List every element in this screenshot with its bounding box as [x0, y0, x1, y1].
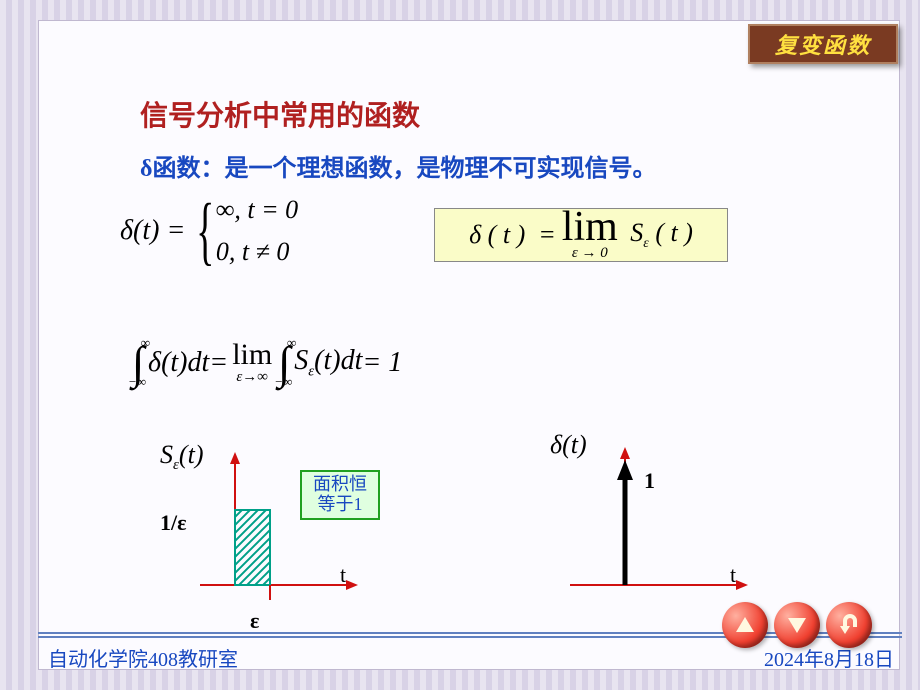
equation-limit-box: δ ( t ) = lim ε → 0 Sε ( t ) [434, 208, 728, 262]
chart2-xlabel: t [730, 562, 736, 588]
eq1-case2: 0, t ≠ 0 [216, 237, 298, 267]
eq1-cases: ∞, t = 0 0, t ≠ 0 [216, 195, 298, 267]
slide-title: 信号分析中常用的函数 [140, 94, 420, 134]
eq2-rhs: Sε ( t ) [624, 218, 693, 252]
chart2-impulse-arrow-icon [617, 460, 633, 480]
chart2-ylabel: 1 [644, 468, 655, 494]
chart2-y-arrow-icon [620, 447, 630, 459]
eq1-lhs: δ(t) = [120, 215, 185, 247]
chart1-xtick: ε [250, 608, 259, 634]
eq3-part2: Sε(t)dt [294, 345, 362, 381]
course-badge: 复变函数 [748, 24, 898, 64]
u-turn-icon [836, 612, 862, 638]
eq2-lim-sub: ε → 0 [572, 247, 608, 261]
eq3-lim: lim ε→∞ [232, 341, 272, 384]
int2-lower: −∞ [274, 379, 292, 386]
nav-return-button[interactable] [826, 602, 872, 648]
chart2-title: δ(t) [550, 430, 587, 460]
equation-integral: ∞ ∫ −∞ δ(t)dt = lim ε→∞ ∞ ∫ −∞ Sε(t)dt =… [130, 340, 402, 385]
eq3-eq2: = 1 [362, 347, 402, 379]
triangle-up-icon [734, 614, 756, 636]
nav-down-button[interactable] [774, 602, 820, 648]
brace-icon: { [196, 197, 214, 265]
chart1-note-line1: 面积恒 [313, 475, 367, 495]
chart1-bar [235, 510, 270, 585]
integral-sign-2: ∞ ∫ −∞ [276, 340, 292, 385]
eq3-lim-sub: ε→∞ [236, 370, 268, 384]
nav-buttons [722, 602, 872, 648]
eq2-lim: lim ε → 0 [562, 209, 618, 260]
eq2-lim-word: lim [562, 209, 618, 247]
eq3-lim-word: lim [232, 341, 272, 370]
nav-up-button[interactable] [722, 602, 768, 648]
chart1-x-arrow-icon [346, 580, 358, 590]
chart1-y-arrow-icon [230, 452, 240, 464]
chart2-x-arrow-icon [736, 580, 748, 590]
eq2-lhs: δ ( t ) = [469, 220, 556, 250]
course-badge-text: 复变函数 [775, 28, 871, 60]
chart1-note-line2: 等于1 [318, 495, 363, 515]
chart1-title: Sε(t) [160, 440, 204, 474]
integral-sign-1: ∞ ∫ −∞ [130, 340, 146, 385]
chart-s-epsilon: Sε(t) 1/ε t ε 面积恒 等于1 [160, 440, 400, 620]
triangle-down-icon [786, 614, 808, 636]
eq3-part1: δ(t)dt [148, 347, 209, 379]
chart1-ylabel: 1/ε [160, 510, 187, 536]
slide-subtitle: δ函数：是一个理想函数，是物理不可实现信号。 [140, 148, 656, 183]
int1-lower: −∞ [128, 379, 146, 386]
equation-delta-definition: δ(t) = { ∞, t = 0 0, t ≠ 0 [120, 195, 298, 267]
chart1-xlabel: t [340, 562, 346, 588]
eq3-eq1: = [209, 347, 228, 379]
chart-delta: δ(t) 1 t [540, 430, 780, 610]
eq1-case1: ∞, t = 0 [216, 195, 298, 225]
chart1-note: 面积恒 等于1 [300, 470, 380, 520]
footer-left: 自动化学院408教研室 [48, 643, 238, 672]
